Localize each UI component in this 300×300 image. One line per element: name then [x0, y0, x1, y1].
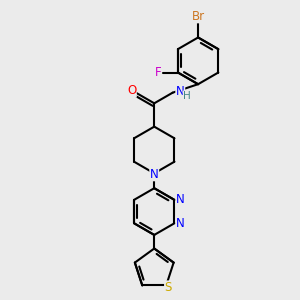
- Text: H: H: [183, 91, 191, 101]
- Text: N: N: [176, 194, 185, 206]
- Text: S: S: [165, 281, 172, 294]
- Text: Br: Br: [191, 10, 205, 23]
- Text: O: O: [127, 84, 136, 97]
- Text: N: N: [176, 85, 184, 98]
- Text: N: N: [150, 168, 159, 181]
- Text: F: F: [154, 66, 161, 79]
- Text: N: N: [176, 217, 185, 230]
